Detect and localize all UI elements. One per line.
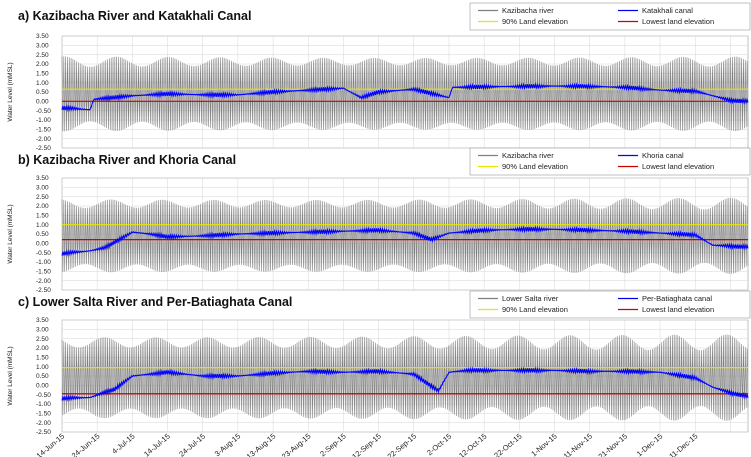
y-tick-label: 3.50 xyxy=(36,317,49,324)
y-tick-label: 2.00 xyxy=(36,203,49,210)
legend: Lower Salta river Per-Batiaghata canal 90%… xyxy=(469,290,751,319)
y-tick-label: 1.00 xyxy=(36,80,49,87)
chart-title: a) Kazibacha River and Katakhali Canal xyxy=(18,9,251,23)
legend-entry: Per-Batiaghata canal xyxy=(642,294,712,303)
y-tick-label: -1.00 xyxy=(36,259,51,266)
legend: Kazibacha river Katakhali canal 90% Land e… xyxy=(469,2,751,31)
chart-panel-1: a) Kazibacha River and Katakhali Canal 3.… xyxy=(7,2,751,152)
y-tick-label: -2.50 xyxy=(36,145,51,152)
legend-entry: Lowest land elevation xyxy=(642,305,714,314)
legend: Kazibacha river Khoria canal 90% Land elev… xyxy=(469,147,751,176)
y-axis-label: Water Level (mMSL) xyxy=(7,204,14,263)
legend-box xyxy=(469,290,751,319)
y-tick-label: -1.00 xyxy=(36,401,51,408)
legend-entry: Lowest land elevation xyxy=(642,17,714,26)
legend-entry: Lowest land elevation xyxy=(642,162,714,171)
y-tick-label: 0.50 xyxy=(36,89,49,96)
legend-box xyxy=(469,147,751,176)
y-tick-label: 0.00 xyxy=(36,383,49,390)
legend-entry: Katakhali canal xyxy=(642,6,693,15)
series-canal-line xyxy=(61,366,749,403)
y-tick-label: -1.50 xyxy=(36,127,51,134)
y-tick-label: 3.00 xyxy=(36,185,49,192)
y-tick-label: 0.50 xyxy=(36,373,49,380)
y-tick-label: -0.50 xyxy=(36,392,51,399)
y-tick-label: -0.50 xyxy=(36,250,51,257)
series-canal-line xyxy=(61,225,749,257)
y-tick-label: 3.50 xyxy=(36,33,49,40)
y-tick-label: 0.00 xyxy=(36,241,49,248)
legend-entry: 90% Land elevation xyxy=(502,162,568,171)
y-tick-label: -2.00 xyxy=(36,420,51,427)
y-tick-label: 2.50 xyxy=(36,52,49,59)
legend-entry: Kazibacha river xyxy=(502,6,554,15)
y-tick-label: -2.00 xyxy=(36,136,51,143)
y-tick-label: 1.50 xyxy=(36,213,49,220)
y-tick-label: 3.00 xyxy=(36,327,49,334)
series-canal-line xyxy=(61,82,749,113)
chart-panel-3: c) Lower Salta River and Per-Batiaghata … xyxy=(7,290,751,436)
y-tick-label: -2.50 xyxy=(36,287,51,294)
y-tick-label: 2.00 xyxy=(36,345,49,352)
y-tick-label: 1.50 xyxy=(36,355,49,362)
y-tick-label: 2.50 xyxy=(36,336,49,343)
y-tick-label: 2.00 xyxy=(36,61,49,68)
y-axis-label: Water Level (mMSL) xyxy=(7,346,14,405)
legend-entry: 90% Land elevation xyxy=(502,17,568,26)
y-tick-label: 1.00 xyxy=(36,222,49,229)
y-axis-label: Water Level (mMSL) xyxy=(7,62,14,121)
y-tick-label: -1.50 xyxy=(36,269,51,276)
y-tick-label: -1.50 xyxy=(36,411,51,418)
y-tick-label: 0.50 xyxy=(36,231,49,238)
y-tick-label: 3.50 xyxy=(36,175,49,182)
y-tick-label: -2.50 xyxy=(36,429,51,436)
legend-entry: Lower Salta river xyxy=(502,294,559,303)
y-tick-label: 3.00 xyxy=(36,43,49,50)
series-river-line xyxy=(61,334,749,421)
y-tick-label: 1.50 xyxy=(36,71,49,78)
y-tick-label: 0.00 xyxy=(36,99,49,106)
legend-box xyxy=(469,2,751,31)
y-tick-label: -1.00 xyxy=(36,117,51,124)
y-tick-label: -0.50 xyxy=(36,108,51,115)
legend-entry: Kazibacha river xyxy=(502,151,554,160)
y-tick-label: -2.00 xyxy=(36,278,51,285)
chart-title: c) Lower Salta River and Per-Batiaghata … xyxy=(18,295,292,309)
legend-entry: 90% Land elevation xyxy=(502,305,568,314)
y-tick-label: 1.00 xyxy=(36,364,49,371)
legend-entry: Khoria canal xyxy=(642,151,684,160)
y-tick-label: 2.50 xyxy=(36,194,49,201)
chart-panel-2: b) Kazibacha River and Khoria Canal 3.50 3… xyxy=(7,147,751,294)
chart-title: b) Kazibacha River and Khoria Canal xyxy=(18,153,236,167)
